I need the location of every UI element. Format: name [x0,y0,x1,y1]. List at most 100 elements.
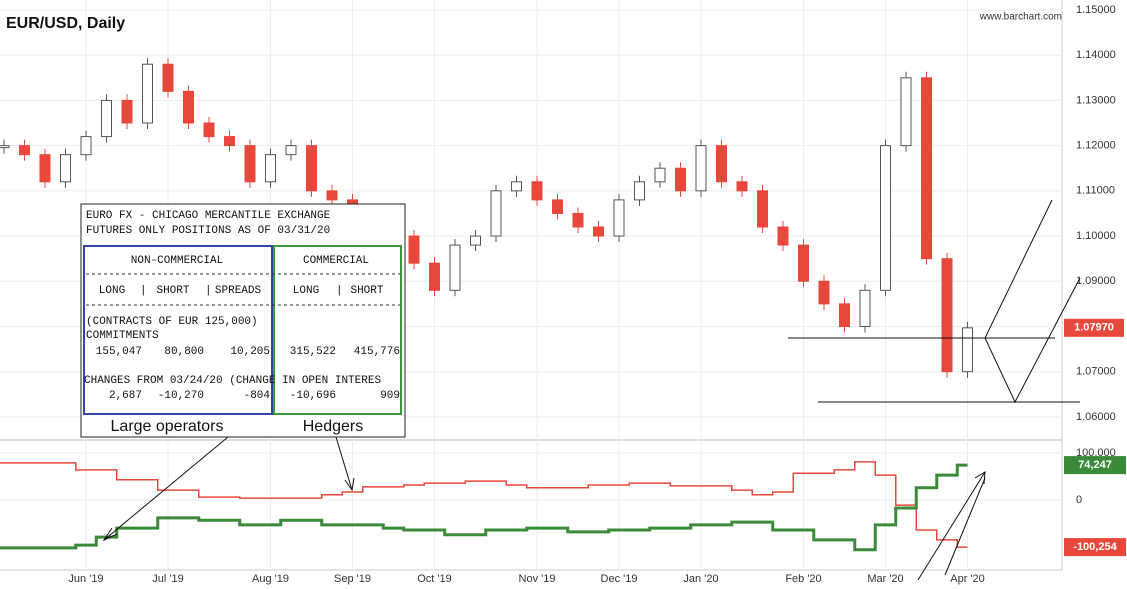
price-tag-label: 1.07970 [1074,322,1114,334]
candle [490,190,502,237]
arrow [944,477,986,576]
candle [798,244,809,282]
cell: 155,047 [96,346,142,358]
source: www.barchart.com [979,12,1062,23]
candle [695,145,707,192]
cell: -10,270 [158,390,204,402]
units: (CONTRACTS OF EUR 125,000) [86,316,258,328]
value-tag [1064,538,1126,557]
candle [408,235,420,264]
candle [613,199,625,237]
candle [859,289,871,327]
candle [121,99,133,124]
arrow-head [344,477,355,492]
candle [757,190,768,228]
candle [572,212,584,228]
annotation: Hedgers [303,418,363,435]
candle [962,327,973,373]
y-tick-label: 1.09000 [1076,275,1116,287]
y-tick-label: 1.13000 [1076,94,1116,106]
candle [552,199,563,214]
column-label: LONG [293,285,319,297]
y-tick-label: 0 [1076,494,1082,506]
separator: | [140,285,147,297]
arrow [335,436,353,491]
x-tick-label: Dec '19 [601,573,638,585]
cell: 2,687 [109,390,142,402]
cell: 909 [380,390,400,402]
x-tick-label: Nov '19 [519,573,556,585]
candle [716,145,727,183]
y-tick-label: 1.07000 [1076,366,1116,378]
x-tick-label: Jan '20 [683,573,718,585]
y-tick-label: 1.14000 [1076,49,1116,61]
projection-line [984,277,1081,404]
group-label: NON-COMMERCIAL [131,255,223,267]
x-tick-label: Feb '20 [785,573,821,585]
annotation: Large operators [111,418,224,435]
y-tick-label: 1.06000 [1076,411,1116,423]
cell: 415,776 [354,346,400,358]
x-tick-label: Mar '20 [867,573,903,585]
candle [306,145,317,192]
candle [818,280,830,305]
arrow [917,471,986,581]
series-line [0,461,968,548]
y-tick-label: 1.15000 [1076,4,1116,16]
y-tick-label: 1.10000 [1076,230,1116,242]
table-box [80,203,406,438]
candle [203,122,215,138]
candle [244,145,256,183]
x-tick-label: Jul '19 [152,573,183,585]
candle [60,154,71,183]
cell: -804 [244,390,271,402]
projection-line [984,199,1053,339]
row-label: COMMITMENTS [86,330,159,342]
arrow-head [974,471,986,485]
candle [326,190,338,201]
candle [265,154,276,183]
cell: 315,522 [290,346,336,358]
candle [839,303,850,327]
candle [224,136,235,147]
candle [531,181,543,201]
table-title: FUTURES ONLY POSITIONS AS OF 03/31/20 [86,225,330,237]
row-label: CHANGES FROM 03/24/20 (CHANGE IN OPEN IN… [84,375,381,387]
x-tick-label: Jun '19 [68,573,103,585]
arrow-head [102,527,118,542]
column-label: SHORT [156,285,189,297]
candle [941,258,953,373]
drawings [102,199,1081,581]
candle [675,167,686,192]
candle [142,63,153,124]
candle [511,181,522,192]
cell: -10,696 [290,390,336,402]
x-tick-label: Aug '19 [252,573,289,585]
cell: 80,800 [164,346,204,358]
cot-table: EURO FX - CHICAGO MERCANTILE EXCHANGE FU… [80,203,406,438]
column-label: SPREADS [215,285,262,297]
value-tag [1064,456,1126,475]
candle [634,181,645,201]
value-label: -100,254 [1073,541,1117,553]
table-title: EURO FX - CHICAGO MERCANTILE EXCHANGE [86,210,331,222]
x-tick-label: Sep '19 [334,573,371,585]
y-tick-label: 100,000 [1076,447,1116,459]
y-tick-label: 1.11000 [1076,185,1115,197]
group-label: COMMERCIAL [303,255,369,267]
series-line [0,463,968,552]
group-box [83,245,273,415]
group-box [273,245,402,415]
candle [0,145,10,149]
candle [593,226,604,237]
candle [777,226,789,246]
candle [162,63,174,92]
candle [654,167,666,183]
candle [80,136,92,156]
candle [183,90,194,124]
cell: 10,205 [230,346,270,358]
y-tick-label: 1.12000 [1076,140,1116,152]
column-label: SHORT [350,285,383,297]
candle [736,181,748,192]
